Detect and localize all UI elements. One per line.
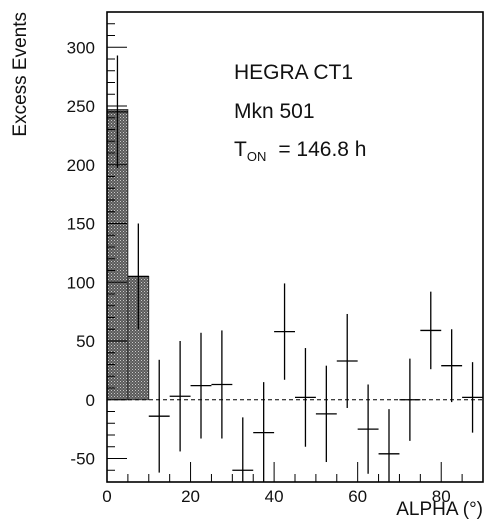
data-point	[295, 348, 316, 447]
data-point	[253, 382, 275, 482]
data-point	[232, 417, 254, 482]
shaded-bars	[106, 109, 150, 401]
annotation-detector: HEGRA CT1	[234, 61, 353, 84]
annotation-exposure-subscript: ON	[247, 149, 267, 164]
data-point	[190, 332, 212, 439]
x-tick-label: 0	[102, 487, 111, 506]
x-tick-label: 60	[348, 487, 367, 506]
data-point	[127, 223, 149, 330]
data-point	[357, 384, 379, 474]
data-point	[420, 291, 442, 370]
annotation-exposure: TON = 146.8 h	[234, 138, 367, 164]
tick-labels: -50 0 50 100 150 200 250 300 0 20 40 60 80	[67, 38, 451, 506]
data-point	[148, 359, 170, 473]
x-tick-label: 80	[432, 487, 451, 506]
y-tick-label: -50	[70, 450, 95, 469]
annotation-source: Mkn 501	[234, 100, 315, 123]
data-point	[399, 358, 421, 441]
y-tick-label: 250	[67, 97, 95, 116]
data-point	[107, 55, 128, 169]
x-tick-label: 40	[265, 487, 284, 506]
y-tick-label: 50	[76, 332, 95, 351]
y-tick-label: 100	[67, 273, 95, 292]
y-tick-label: 300	[67, 38, 95, 57]
data-point	[336, 313, 358, 408]
y-tick-label: 200	[67, 156, 95, 175]
data-point	[378, 409, 400, 482]
y-tick-label: 150	[67, 215, 95, 234]
annotation-exposure-symbol: T	[234, 138, 247, 161]
y-tick-label: 0	[86, 391, 95, 410]
data-point	[274, 283, 295, 380]
x-tick-label: 20	[181, 487, 200, 506]
data-points	[107, 55, 483, 482]
x-axis-label: ALPHA (°)	[396, 499, 483, 519]
axis-ticks	[106, 23, 484, 482]
data-point	[211, 330, 233, 439]
data-point	[441, 329, 463, 403]
data-point	[169, 341, 191, 452]
y-axis-label: Excess Events	[10, 12, 31, 137]
data-point	[462, 362, 483, 433]
annotation-exposure-value: = 146.8 h	[278, 138, 366, 161]
data-point	[315, 365, 337, 463]
